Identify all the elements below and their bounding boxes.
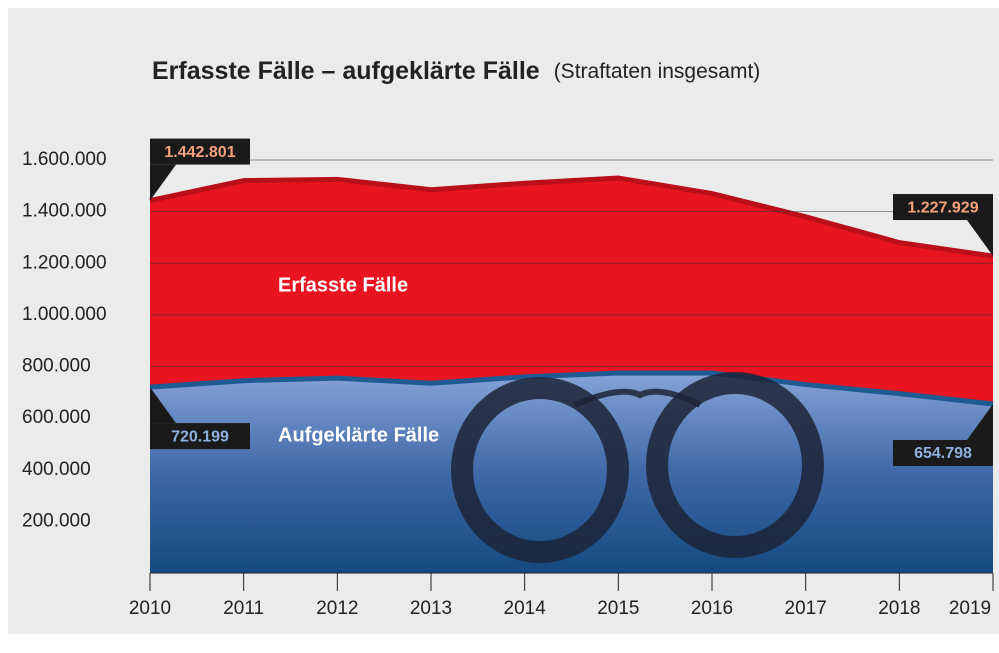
x-tick-label: 2014 (504, 598, 547, 619)
x-tick-label: 2010 (129, 598, 171, 619)
y-tick-label: 400.000 (22, 459, 91, 480)
series-label: Erfasste Fälle (278, 274, 408, 296)
x-tick-label: 2018 (878, 598, 920, 619)
series-label: Aufgeklärte Fälle (278, 424, 439, 446)
y-tick-label: 200.000 (22, 510, 91, 531)
x-tick-label: 2011 (223, 598, 264, 619)
value-label: 1.227.929 (907, 199, 978, 216)
y-tick-label: 1.200.000 (22, 252, 107, 273)
x-tick-label: 2016 (691, 598, 733, 619)
chart-title: Erfasste Fälle – aufgeklärte Fälle (Straf… (152, 57, 760, 85)
subtitle: (Straftaten insgesamt) (554, 60, 761, 83)
x-tick-label: 2019 (949, 598, 991, 619)
value-label: 1.442.801 (164, 144, 235, 161)
y-tick-label: 1.400.000 (22, 201, 107, 222)
x-tick-label: 2015 (597, 598, 639, 619)
y-tick-label: 600.000 (22, 407, 91, 428)
x-tick-label: 2012 (316, 598, 358, 619)
title: Erfasste Fälle – aufgeklärte Fälle (152, 57, 540, 85)
chart: Erfasste Fälle – aufgeklärte Fälle (Straf… (0, 0, 999, 648)
value-label: 720.199 (171, 428, 229, 445)
x-tick-label: 2013 (410, 598, 452, 619)
value-label: 654.798 (914, 445, 972, 462)
y-tick-label: 1.000.000 (22, 304, 107, 325)
y-tick-label: 800.000 (22, 356, 91, 377)
x-tick-label: 2017 (785, 598, 827, 619)
y-tick-label: 1.600.000 (22, 149, 107, 170)
